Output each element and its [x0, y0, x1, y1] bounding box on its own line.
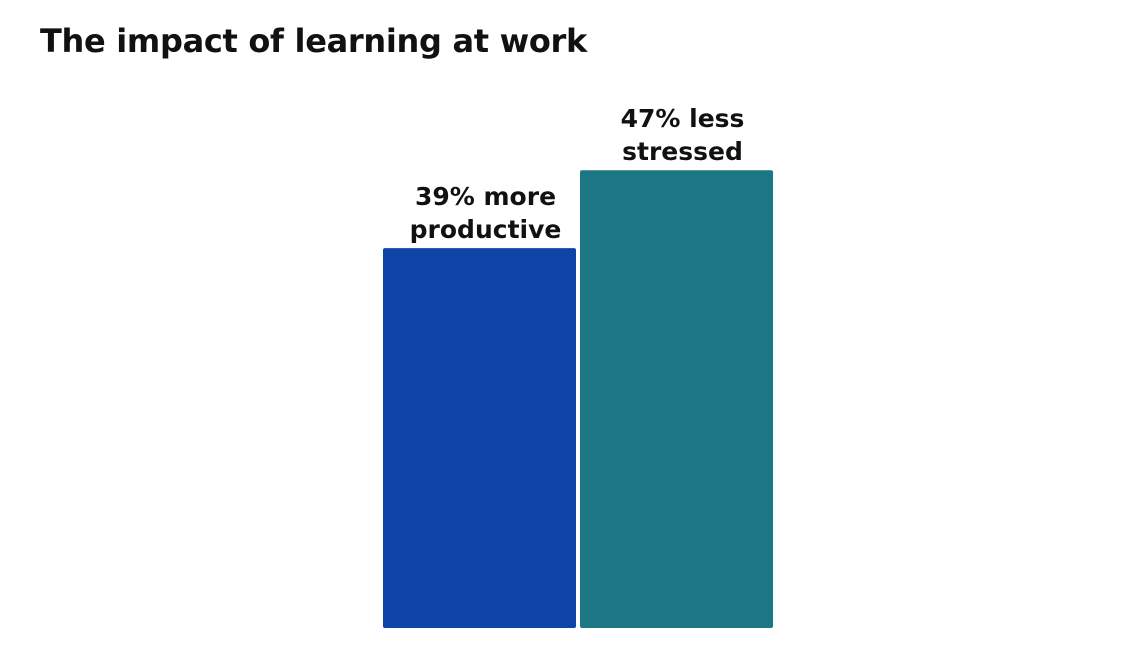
bar-1-label: 39% more productive — [410, 182, 562, 244]
bar-label-line: productive — [410, 215, 562, 244]
bar-label-line: 47% less — [621, 104, 745, 133]
bar-1 — [383, 248, 576, 628]
chart-title: The impact of learning at work — [40, 22, 587, 60]
bar-2-label: 47% less stressed — [621, 104, 745, 166]
bar-label-line: stressed — [622, 137, 743, 166]
bar-label-line: 39% more — [415, 182, 556, 211]
bar-2 — [580, 170, 773, 628]
